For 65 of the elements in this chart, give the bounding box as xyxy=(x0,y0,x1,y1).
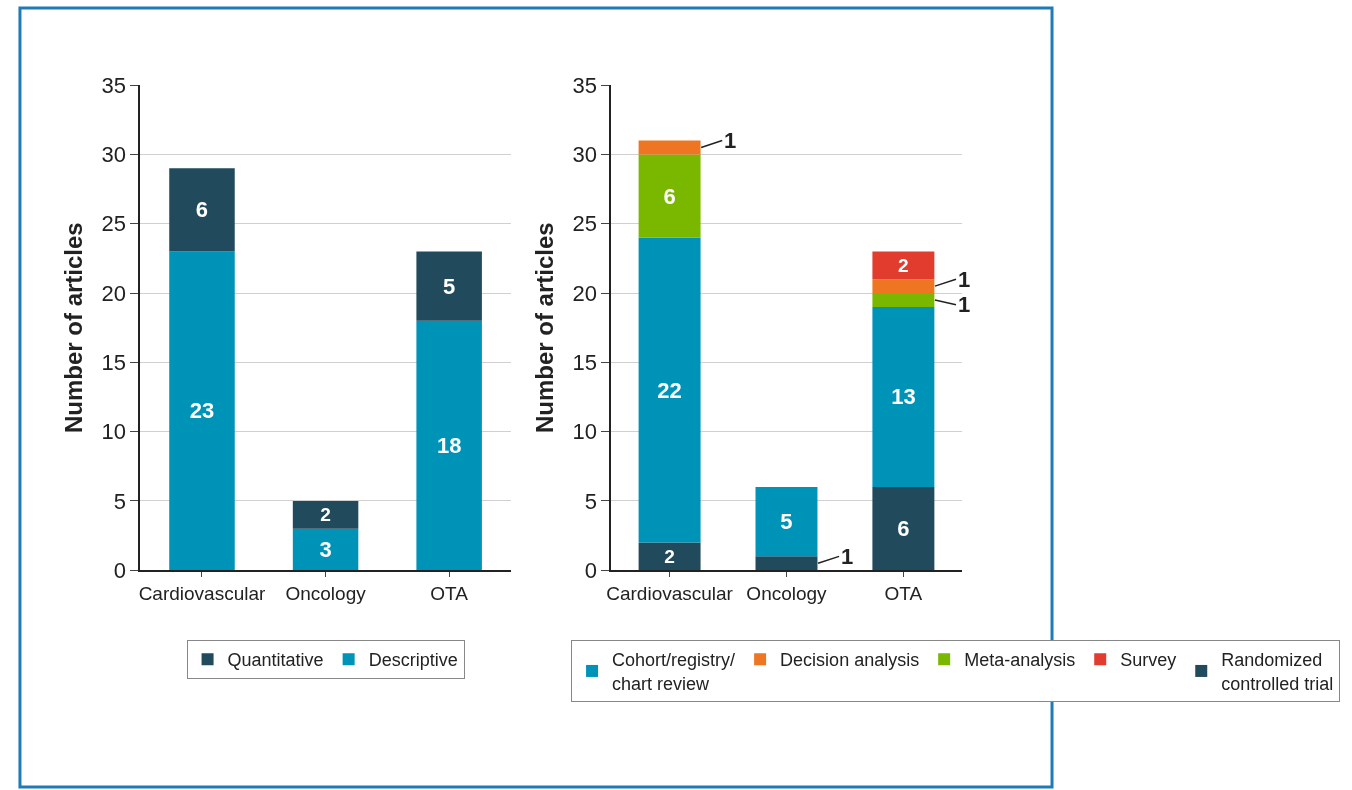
bar xyxy=(416,320,482,571)
bar xyxy=(638,140,701,155)
legend-label: Cohort/registry/ chart review xyxy=(612,650,736,694)
x-tick-label: OTA xyxy=(884,582,923,604)
y-tick-label: 35 xyxy=(572,72,597,98)
x-tick-label: OTA xyxy=(430,582,469,604)
legend-label: Randomized controlled trial xyxy=(1221,650,1334,694)
data-label: 22 xyxy=(657,377,682,403)
bar xyxy=(755,556,818,571)
data-label: 18 xyxy=(436,432,462,458)
bar xyxy=(872,487,935,571)
y-tick-label: 30 xyxy=(101,142,127,168)
data-label: 2 xyxy=(898,254,909,276)
bar xyxy=(872,279,935,294)
data-label: 2 xyxy=(320,504,331,526)
data-label: 6 xyxy=(195,197,209,223)
bar xyxy=(872,251,935,280)
y-tick-label: 20 xyxy=(572,280,597,306)
data-label: 6 xyxy=(897,516,910,542)
bar xyxy=(872,306,935,488)
legend-label: Descriptive xyxy=(368,650,458,671)
x-tick-label: Cardiovascular xyxy=(606,582,734,604)
bar xyxy=(416,251,482,321)
legend-label: Survey xyxy=(1120,650,1177,671)
x-tick-label: Cardiovascular xyxy=(138,582,267,604)
data-label: 1 xyxy=(724,128,737,153)
data-label: 1 xyxy=(841,544,854,569)
data-label: 3 xyxy=(319,536,332,562)
x-tick-label: Oncology xyxy=(285,582,367,604)
y-tick-label: 25 xyxy=(101,211,127,237)
y-axis-title: Number of articles xyxy=(531,222,559,434)
y-tick-label: 35 xyxy=(101,72,127,98)
y-tick-label: 10 xyxy=(101,419,127,445)
y-tick-label: 10 xyxy=(572,419,597,445)
bar xyxy=(638,542,701,571)
y-axis-title: Number of articles xyxy=(60,222,88,434)
data-label: 1 xyxy=(958,292,971,317)
bar xyxy=(755,487,818,557)
bar xyxy=(292,528,359,571)
data-label: 23 xyxy=(189,398,215,424)
data-label: 13 xyxy=(891,384,916,410)
y-tick-label: 15 xyxy=(572,350,597,376)
x-tick-label: Oncology xyxy=(746,582,828,604)
y-tick-label: 0 xyxy=(584,557,597,583)
bar xyxy=(292,500,359,529)
data-label: 5 xyxy=(443,273,456,299)
y-tick-label: 5 xyxy=(584,488,597,514)
y-tick-label: 5 xyxy=(113,488,127,514)
bar xyxy=(638,237,701,543)
bar xyxy=(169,251,235,571)
y-tick-label: 30 xyxy=(572,142,597,168)
bar xyxy=(872,293,935,307)
data-label: 1 xyxy=(958,267,971,292)
y-tick-label: 20 xyxy=(101,280,127,306)
bar xyxy=(169,168,235,252)
data-label: 6 xyxy=(663,183,676,209)
y-tick-label: 0 xyxy=(113,557,127,583)
legend-label: Decision analysis xyxy=(780,650,920,671)
bar xyxy=(638,154,701,238)
legend-label: Quantitative xyxy=(227,650,324,671)
data-label: 5 xyxy=(780,509,793,535)
data-label: 2 xyxy=(664,545,675,567)
y-tick-label: 25 xyxy=(572,211,597,237)
y-tick-label: 15 xyxy=(101,350,127,376)
legend-label: Meta-analysis xyxy=(964,650,1076,671)
